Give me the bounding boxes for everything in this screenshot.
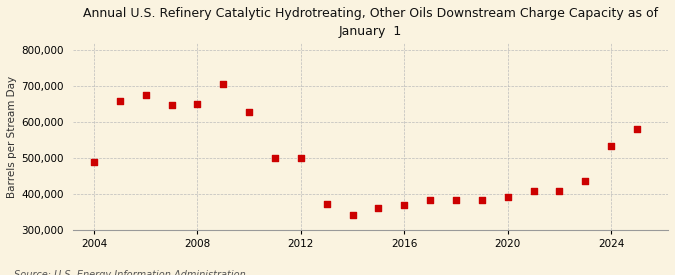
Point xyxy=(321,202,332,206)
Title: Annual U.S. Refinery Catalytic Hydrotreating, Other Oils Downstream Charge Capac: Annual U.S. Refinery Catalytic Hydrotrea… xyxy=(83,7,658,38)
Point xyxy=(605,144,616,148)
Point xyxy=(425,198,435,203)
Point xyxy=(554,189,565,193)
Y-axis label: Barrels per Stream Day: Barrels per Stream Day xyxy=(7,75,17,198)
Point xyxy=(580,179,591,183)
Point xyxy=(244,110,254,114)
Text: Source: U.S. Energy Information Administration: Source: U.S. Energy Information Administ… xyxy=(14,271,245,275)
Point xyxy=(347,213,358,217)
Point xyxy=(269,156,280,160)
Point xyxy=(88,160,99,164)
Point xyxy=(296,156,306,160)
Point xyxy=(166,103,177,107)
Point xyxy=(477,197,487,202)
Point xyxy=(218,82,229,86)
Point xyxy=(115,98,126,103)
Point xyxy=(502,195,513,199)
Point xyxy=(140,93,151,97)
Point xyxy=(529,189,539,193)
Point xyxy=(192,102,203,106)
Point xyxy=(399,203,410,208)
Point xyxy=(373,205,384,210)
Point xyxy=(451,197,462,202)
Point xyxy=(632,127,643,131)
